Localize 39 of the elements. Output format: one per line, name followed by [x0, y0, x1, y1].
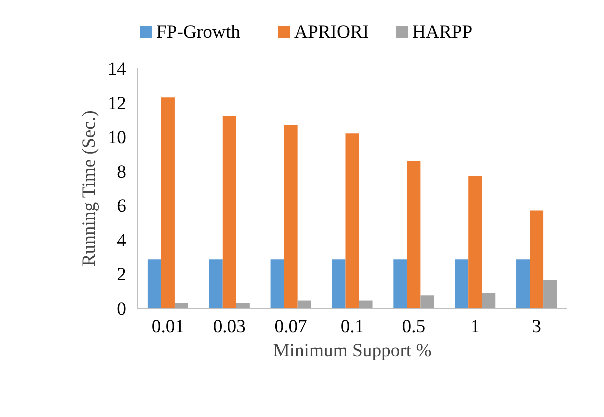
x-tick-label: 0.01: [152, 316, 185, 338]
bar: [394, 260, 408, 308]
x-tick-label: 0.03: [213, 316, 246, 338]
bar: [298, 300, 312, 308]
bar: [161, 98, 175, 308]
bar: [270, 260, 284, 308]
bar: [222, 116, 236, 308]
bar: [468, 176, 482, 308]
bar: [530, 210, 544, 308]
x-tick-label: 3: [532, 316, 542, 338]
y-tick-label: 2: [117, 264, 126, 286]
y-tick-label: 4: [117, 230, 128, 252]
bar: [482, 293, 496, 308]
legend-label: APRIORI: [294, 22, 370, 43]
bar: [359, 300, 373, 308]
y-tick-label: 6: [117, 196, 126, 218]
bar: [407, 161, 421, 308]
y-tick-label: 12: [108, 93, 126, 114]
bar: [284, 125, 298, 308]
x-axis-title: Minimum Support %: [273, 340, 432, 362]
bar: [209, 260, 223, 308]
x-tick-label: 0.1: [340, 316, 364, 338]
x-tick-label: 0.07: [274, 316, 308, 338]
bar: [332, 260, 346, 308]
bar: [455, 260, 469, 308]
bar: [516, 260, 530, 308]
y-tick-label: 8: [117, 162, 126, 183]
x-tick-label: 0.5: [402, 316, 426, 338]
legend-label: FP-Growth: [156, 22, 242, 43]
legend-label: HARPP: [412, 22, 473, 43]
y-axis-title: Running Time (Sec.): [78, 110, 100, 267]
y-tick-label: 14: [108, 59, 128, 80]
y-tick-label: 10: [108, 128, 126, 149]
bar: [420, 296, 434, 308]
bar: [148, 260, 162, 308]
x-tick-label: 1: [470, 316, 480, 338]
bar: [346, 134, 360, 308]
y-tick-label: 0: [117, 299, 126, 320]
bar: [544, 280, 558, 308]
